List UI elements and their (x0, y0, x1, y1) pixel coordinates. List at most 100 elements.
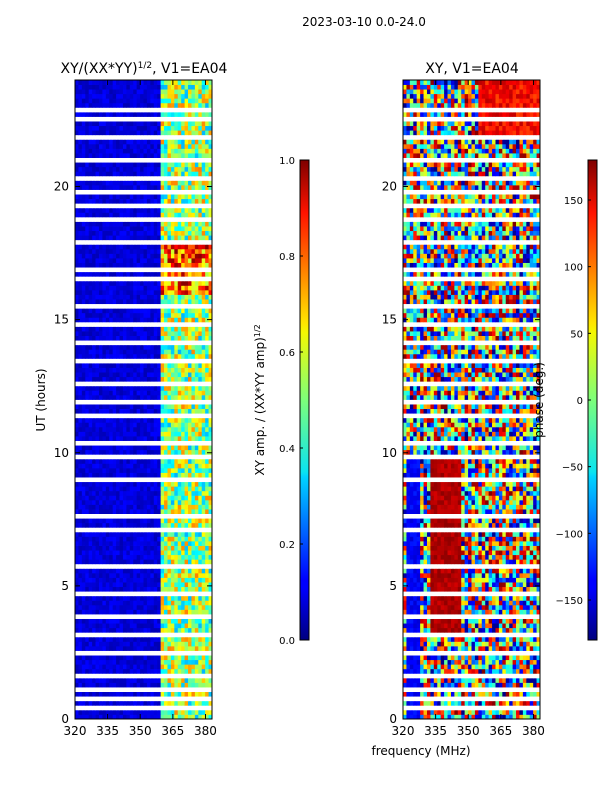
heat-cell-amplitude (129, 390, 134, 396)
heat-cell-amplitude (181, 477, 185, 483)
heat-cell-amplitude (102, 289, 107, 295)
heat-cell-amplitude (98, 714, 103, 720)
heat-cell-amplitude (122, 490, 127, 496)
heat-cell-amplitude (98, 595, 103, 601)
heat-cell-amplitude (136, 175, 141, 181)
heat-cell-amplitude (181, 244, 185, 250)
heat-cell-amplitude (160, 244, 165, 250)
heat-cell-amplitude (157, 449, 162, 455)
heat-cell-amplitude (208, 495, 213, 501)
heat-cell-amplitude (140, 650, 144, 656)
heat-cell-amplitude (146, 486, 151, 492)
heat-cell-amplitude (105, 572, 110, 578)
heat-cell-amplitude (153, 595, 158, 601)
heat-cell-amplitude (85, 509, 90, 514)
heat-cell-amplitude (133, 166, 138, 172)
heat-cell-amplitude (174, 445, 179, 451)
heat-cell-amplitude (160, 572, 165, 578)
heat-cell-amplitude (92, 632, 96, 638)
heat-cell-amplitude (160, 504, 165, 510)
heat-cell-amplitude (160, 554, 165, 560)
heat-cell-amplitude (184, 194, 189, 200)
heat-cell-amplitude (75, 244, 79, 250)
heat-cell-amplitude (129, 490, 134, 496)
heat-cell-amplitude (174, 349, 179, 355)
heat-cell-amplitude (194, 536, 199, 542)
heat-cell-amplitude (126, 673, 131, 679)
heat-cell-amplitude (95, 636, 100, 642)
heat-cell-amplitude (85, 166, 90, 172)
heat-cell-amplitude (191, 659, 196, 665)
heat-cell-amplitude (126, 376, 131, 382)
heat-cell-amplitude (164, 353, 168, 359)
heat-cell-amplitude (170, 153, 175, 158)
heat-cell-amplitude (181, 705, 185, 711)
heat-cell-amplitude (170, 399, 175, 405)
heat-cell-amplitude (140, 194, 144, 200)
heat-cell-amplitude (157, 194, 162, 200)
heat-cell-amplitude (129, 203, 134, 209)
heat-cell-amplitude (181, 312, 185, 318)
heat-cell-amplitude (133, 632, 138, 638)
heat-cell-amplitude (184, 687, 189, 693)
heat-cell-amplitude (133, 303, 138, 309)
heat-cell-amplitude (150, 413, 155, 419)
heat-cell-amplitude (194, 317, 199, 323)
heat-cell-amplitude (201, 372, 206, 378)
heat-cell-amplitude (198, 303, 203, 309)
heat-cell-amplitude (188, 499, 192, 505)
heat-cell-amplitude (188, 258, 192, 263)
heat-cell-amplitude (92, 513, 96, 519)
heat-cell-amplitude (205, 394, 209, 400)
heat-cell-amplitude (122, 595, 127, 601)
heat-cell-amplitude (105, 545, 110, 551)
heat-cell-amplitude (109, 472, 114, 478)
heat-cell-amplitude (109, 376, 114, 382)
heat-cell-amplitude (177, 335, 182, 341)
heat-cell-amplitude (208, 545, 213, 551)
heat-cell-amplitude (102, 216, 107, 222)
heat-cell-amplitude (126, 212, 131, 218)
heat-cell-amplitude (140, 677, 144, 683)
heat-cell-amplitude (85, 262, 90, 268)
heat-cell-amplitude (109, 513, 114, 519)
heat-cell-amplitude (98, 440, 103, 446)
heat-cell-amplitude (122, 194, 127, 200)
heat-cell-amplitude (88, 677, 93, 683)
heat-cell-amplitude (109, 449, 114, 455)
heat-cell-amplitude (102, 299, 107, 305)
heat-cell-amplitude (177, 705, 182, 711)
heat-cell-amplitude (85, 577, 90, 583)
heat-cell-amplitude (81, 540, 86, 546)
heat-cell-amplitude (177, 536, 182, 542)
heat-cell-amplitude (81, 303, 86, 309)
heat-cell-amplitude (153, 171, 158, 177)
heat-cell-amplitude (126, 221, 131, 227)
heat-cell-amplitude (170, 559, 175, 565)
heat-cell-amplitude (129, 440, 134, 446)
heat-cell-amplitude (81, 499, 86, 505)
heat-cell-amplitude (78, 321, 83, 327)
heat-cell-amplitude (188, 600, 192, 606)
heat-cell-amplitude (98, 477, 103, 483)
heat-cell-amplitude (98, 449, 103, 455)
heat-cell-amplitude (112, 276, 117, 282)
heat-cell-amplitude (160, 385, 165, 391)
heat-cell-amplitude (92, 668, 96, 674)
heat-cell-amplitude (191, 614, 196, 619)
heat-cell-amplitude (122, 641, 127, 647)
heat-cell-amplitude (153, 404, 158, 410)
heat-cell-amplitude (170, 289, 175, 295)
heat-cell-amplitude (146, 376, 151, 382)
heat-cell-amplitude (174, 691, 179, 697)
heat-cell-amplitude (105, 317, 110, 323)
heat-cell-amplitude (81, 321, 86, 327)
heat-cell-amplitude (95, 326, 100, 332)
heat-cell-amplitude (184, 600, 189, 606)
heat-cell-amplitude (181, 600, 185, 606)
heat-cell-amplitude (88, 340, 93, 346)
heat-cell-amplitude (170, 394, 175, 400)
heat-cell-amplitude (174, 394, 179, 400)
heat-cell-amplitude (81, 299, 86, 305)
heat-cell-amplitude (208, 312, 213, 318)
